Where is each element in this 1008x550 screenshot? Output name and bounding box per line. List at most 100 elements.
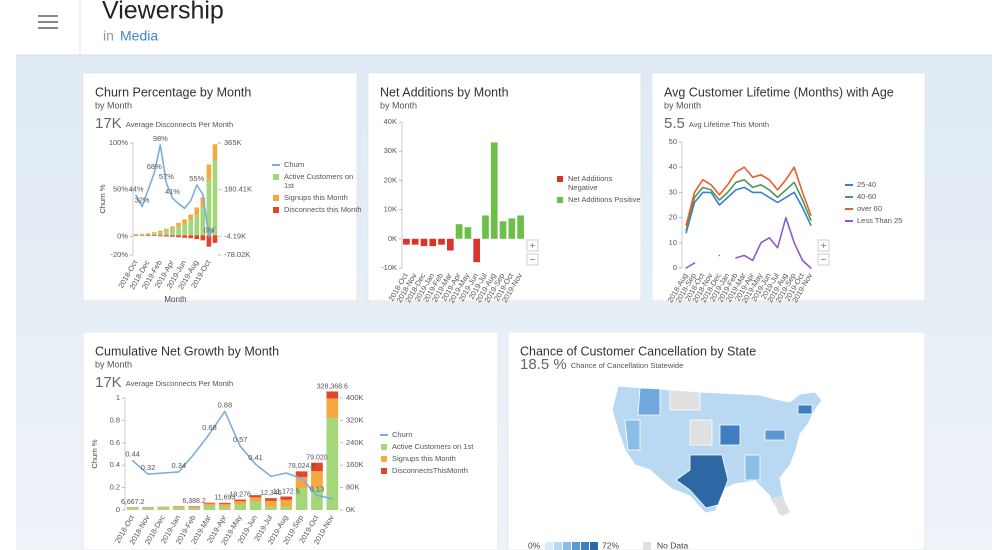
bar	[139, 234, 145, 236]
legend-label: Signups this Month	[392, 454, 456, 463]
bar	[133, 234, 139, 236]
zoom-out-button[interactable]	[817, 253, 830, 266]
legend-swatch	[557, 197, 563, 203]
bar	[311, 471, 323, 488]
bar	[170, 226, 175, 229]
zoom-in-button[interactable]	[817, 239, 830, 252]
kpi-label: Chance of Cancellation Statewide	[571, 361, 684, 370]
bar	[151, 232, 157, 234]
bar	[265, 500, 277, 507]
bar	[176, 235, 181, 238]
data-label: 11,172.5	[273, 488, 300, 495]
zoom-in-button[interactable]	[526, 239, 539, 252]
data-label: 0.44	[125, 450, 140, 459]
bar	[164, 230, 169, 236]
data-label: 12,346	[260, 490, 282, 497]
legend-label: 25-40	[857, 180, 876, 189]
y-tick-label: 10K	[384, 205, 397, 214]
bar	[234, 499, 247, 502]
bar	[311, 462, 323, 472]
y2-tick-label: 80K	[346, 483, 359, 492]
kpi-label: Avg Lifetime This Month	[689, 120, 769, 129]
data-label: 32%	[135, 195, 150, 204]
y-tick-label: 40	[669, 162, 677, 171]
bar	[438, 238, 445, 245]
legend-swatch	[381, 456, 387, 462]
legend-label: Net Additions Negative	[568, 174, 614, 192]
context-link[interactable]: Media	[120, 28, 158, 44]
line	[131, 410, 334, 500]
bar	[403, 238, 410, 245]
bar	[206, 164, 212, 180]
bar	[249, 497, 262, 502]
kpi-label: Average Disconnects Per Month	[126, 120, 233, 129]
bar	[182, 223, 187, 236]
bar	[126, 507, 139, 509]
bar	[212, 144, 218, 160]
legend-swatch	[381, 468, 387, 474]
card	[367, 72, 642, 302]
bar	[280, 506, 293, 510]
y-tick-label: -10K	[381, 263, 397, 272]
data-label: 44%	[129, 184, 144, 193]
state-region	[637, 387, 661, 416]
bar	[158, 235, 163, 237]
bar	[203, 502, 216, 504]
y-tick-label: 20K	[384, 175, 397, 184]
bar	[145, 234, 151, 236]
line	[685, 179, 812, 231]
card-subtitle: by Month	[95, 100, 132, 110]
y-tick-label: 0.6	[110, 438, 120, 447]
state-region	[675, 454, 729, 509]
y-axis-title: Churn %	[98, 184, 107, 214]
bar	[158, 230, 163, 233]
card-subtitle: by Month	[380, 100, 417, 110]
line	[685, 186, 812, 234]
context-prefix: in	[103, 28, 114, 44]
y2-tick-label: 160K	[346, 460, 364, 469]
card-title: Net Additions by Month	[380, 85, 509, 99]
legend-swatch	[590, 542, 598, 550]
legend-swatch	[557, 176, 563, 182]
legend-swatch	[563, 542, 571, 550]
kpi-value: 5.5	[664, 115, 685, 132]
y-tick-label: 10	[669, 238, 677, 247]
legend-swatch	[273, 207, 279, 213]
zoom-out-button[interactable]	[526, 253, 539, 266]
y2-tick-label: 240K	[346, 438, 364, 447]
line	[685, 166, 812, 226]
bar	[145, 235, 151, 237]
state-region	[764, 429, 786, 441]
bar	[133, 234, 139, 235]
bar	[311, 487, 323, 510]
bar	[265, 498, 277, 501]
legend-label: No Data	[657, 540, 688, 550]
bar	[194, 235, 200, 240]
bar	[164, 228, 169, 231]
line	[135, 144, 216, 238]
y2-tick-label: 400K	[346, 393, 364, 402]
bar	[464, 227, 472, 239]
data-label: 68%	[147, 162, 162, 171]
bar	[455, 224, 463, 239]
legend-label: Signups this Month	[284, 193, 348, 202]
state-region	[744, 454, 761, 481]
card	[82, 331, 499, 550]
bar	[194, 207, 200, 216]
bar	[206, 235, 212, 247]
bar	[157, 507, 170, 510]
data-label: 0.57	[233, 435, 248, 444]
card-title: Churn Percentage by Month	[95, 85, 251, 99]
data-label: 0.34	[171, 461, 186, 470]
bar	[517, 215, 524, 239]
bar	[420, 238, 428, 247]
x-axis-title: Month	[164, 295, 186, 304]
y-tick-label: 0.8	[110, 415, 120, 424]
bar	[200, 207, 206, 236]
menu-button[interactable]	[36, 12, 60, 32]
bar	[212, 159, 218, 236]
data-label: 0.88	[218, 400, 233, 409]
legend-swatch	[273, 174, 279, 180]
bar	[473, 238, 481, 263]
y-tick-label: 1	[116, 393, 120, 402]
